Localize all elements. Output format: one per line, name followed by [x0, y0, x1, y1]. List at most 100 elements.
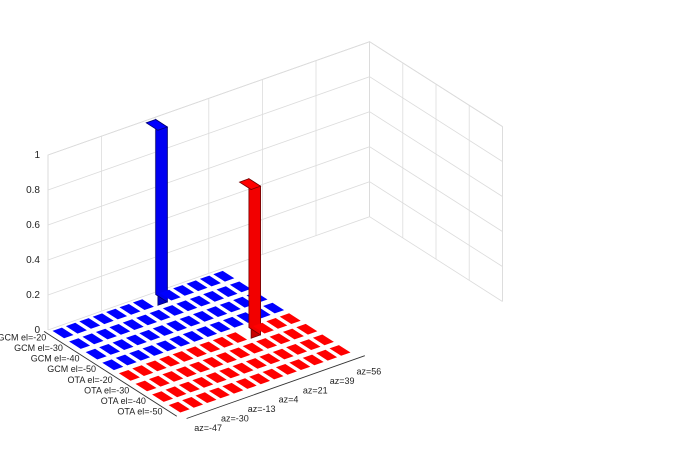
z-gridline — [47, 76, 503, 191]
bar — [213, 270, 235, 282]
bar — [266, 318, 288, 329]
bar — [145, 360, 167, 372]
bar-top-face — [145, 360, 167, 372]
bar-top-face — [159, 355, 181, 367]
bar — [52, 327, 74, 339]
bar — [222, 316, 244, 328]
bar-top-face — [189, 295, 211, 307]
bar-top-face — [205, 372, 227, 383]
bar-top-face — [249, 373, 271, 385]
bar-top-face — [99, 344, 121, 355]
z-tick-label: 0.4 — [26, 255, 40, 266]
bar — [192, 311, 214, 322]
bar-top-face — [189, 361, 211, 373]
bar-top-face — [206, 306, 228, 317]
bar — [196, 326, 218, 337]
bar — [215, 352, 237, 363]
column-tick-label: az=-13 — [248, 404, 276, 414]
bar — [199, 341, 221, 353]
bar — [169, 335, 191, 347]
bar — [272, 348, 294, 360]
bar-top-face — [65, 322, 87, 334]
bar — [132, 365, 154, 376]
bar-top-face — [125, 334, 147, 346]
bar-top-face — [142, 345, 164, 356]
bar — [219, 367, 241, 379]
bar — [202, 357, 224, 368]
bar-top-face — [132, 365, 154, 376]
bar — [256, 338, 278, 349]
bar — [289, 359, 311, 370]
bar — [262, 368, 284, 380]
bar-top-face — [296, 323, 318, 335]
bar — [206, 306, 228, 317]
bar — [82, 333, 104, 345]
bar — [175, 366, 197, 378]
bar — [162, 371, 184, 382]
z-gridline — [47, 146, 503, 261]
bar — [312, 334, 334, 346]
bar — [182, 397, 204, 408]
bar — [135, 380, 157, 392]
bar-top-face — [275, 364, 297, 375]
z-gridline — [47, 41, 503, 156]
bar — [329, 345, 351, 356]
bar — [208, 387, 230, 399]
bar — [122, 319, 144, 330]
bar — [245, 358, 267, 369]
bar-top-face — [106, 308, 128, 320]
bar-top-face — [232, 362, 254, 374]
bar — [182, 331, 204, 342]
bar — [275, 364, 297, 375]
bar — [168, 401, 190, 413]
bar — [155, 340, 177, 352]
bar — [129, 349, 151, 361]
bar — [249, 373, 271, 385]
row-tick-label: OTA el=-30 — [84, 385, 129, 395]
column-axis-line — [186, 355, 365, 419]
row-axis-line — [43, 331, 178, 417]
column-tick-label: az=39 — [330, 376, 355, 386]
bar — [229, 281, 251, 293]
bar-top-face — [118, 370, 140, 381]
column-tick-label: az=21 — [303, 385, 328, 395]
z-tick-label: 0 — [34, 325, 40, 336]
bar-top-face — [329, 345, 351, 356]
bar — [173, 285, 195, 296]
z-tick-label: 0.2 — [26, 290, 40, 301]
bar-top-face — [172, 351, 194, 362]
bar-top-face — [242, 342, 264, 354]
bar — [229, 347, 251, 359]
z-gridline — [47, 111, 503, 226]
row-tick-label: OTA el=-20 — [68, 375, 113, 385]
bar — [286, 344, 308, 355]
bar — [159, 355, 181, 367]
bar — [176, 300, 198, 312]
bar — [152, 391, 174, 402]
bar-top-face — [312, 334, 334, 346]
bar-top-face — [152, 325, 174, 336]
bar — [85, 348, 107, 360]
bar — [166, 320, 188, 332]
bar-top-face — [219, 367, 241, 379]
bar — [192, 377, 214, 388]
bar-top-face — [235, 378, 257, 389]
bar — [186, 280, 208, 292]
bar-top-face — [149, 309, 171, 321]
bar-top-face — [192, 377, 214, 388]
bar-top-face — [168, 401, 190, 413]
bar-top-face — [186, 280, 208, 292]
row-tick-label: GCM el=-50 — [47, 364, 96, 374]
bar — [238, 177, 262, 339]
bar-top-face — [145, 119, 169, 131]
bar — [269, 333, 291, 345]
bar — [299, 339, 321, 350]
bar-top-face — [112, 339, 134, 350]
bar-top-face — [85, 348, 107, 360]
bar-top-face — [263, 302, 285, 314]
bar — [65, 322, 87, 334]
bar — [69, 338, 91, 349]
bar-top-face — [109, 324, 131, 335]
bar — [219, 301, 241, 313]
bar-top-face — [135, 380, 157, 392]
